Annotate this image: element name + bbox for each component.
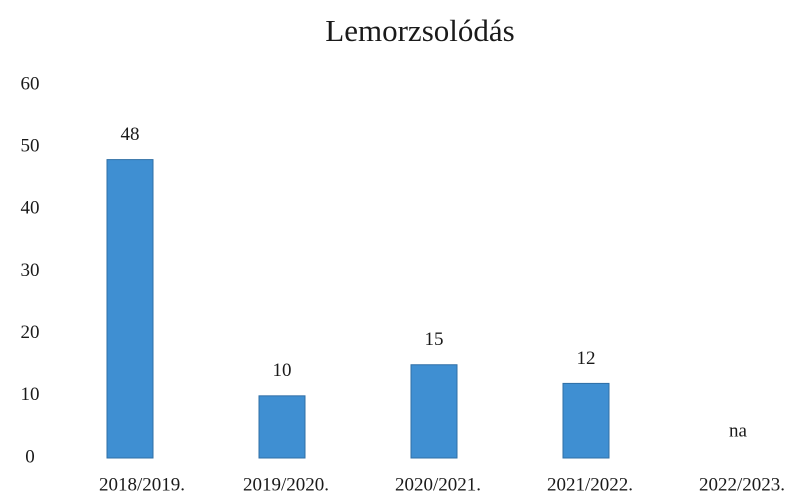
bar <box>410 364 458 459</box>
data-label: 15 <box>425 329 444 350</box>
x-tick-label: 2021/2022. <box>547 474 633 495</box>
x-tick-label: 2022/2023. <box>699 474 785 495</box>
data-label: 12 <box>577 348 596 369</box>
y-tick-label: 20 <box>21 322 40 343</box>
y-tick-label: 60 <box>21 73 40 94</box>
data-label: 48 <box>121 124 140 145</box>
bar <box>258 395 306 459</box>
y-tick-label: 10 <box>21 384 40 405</box>
y-tick-label: 40 <box>21 198 40 219</box>
y-tick-label: 30 <box>21 260 40 281</box>
bar <box>106 159 154 459</box>
chart-title: Lemorzsolódás <box>325 13 514 48</box>
data-label: 10 <box>273 360 292 381</box>
x-tick-label: 2020/2021. <box>395 474 481 495</box>
x-tick-label: 2019/2020. <box>243 474 329 495</box>
data-label: na <box>729 420 748 441</box>
x-tick-label: 2018/2019. <box>99 474 185 495</box>
y-tick-label: 50 <box>21 136 40 157</box>
y-tick-label: 0 <box>25 446 35 467</box>
bar <box>562 382 610 459</box>
